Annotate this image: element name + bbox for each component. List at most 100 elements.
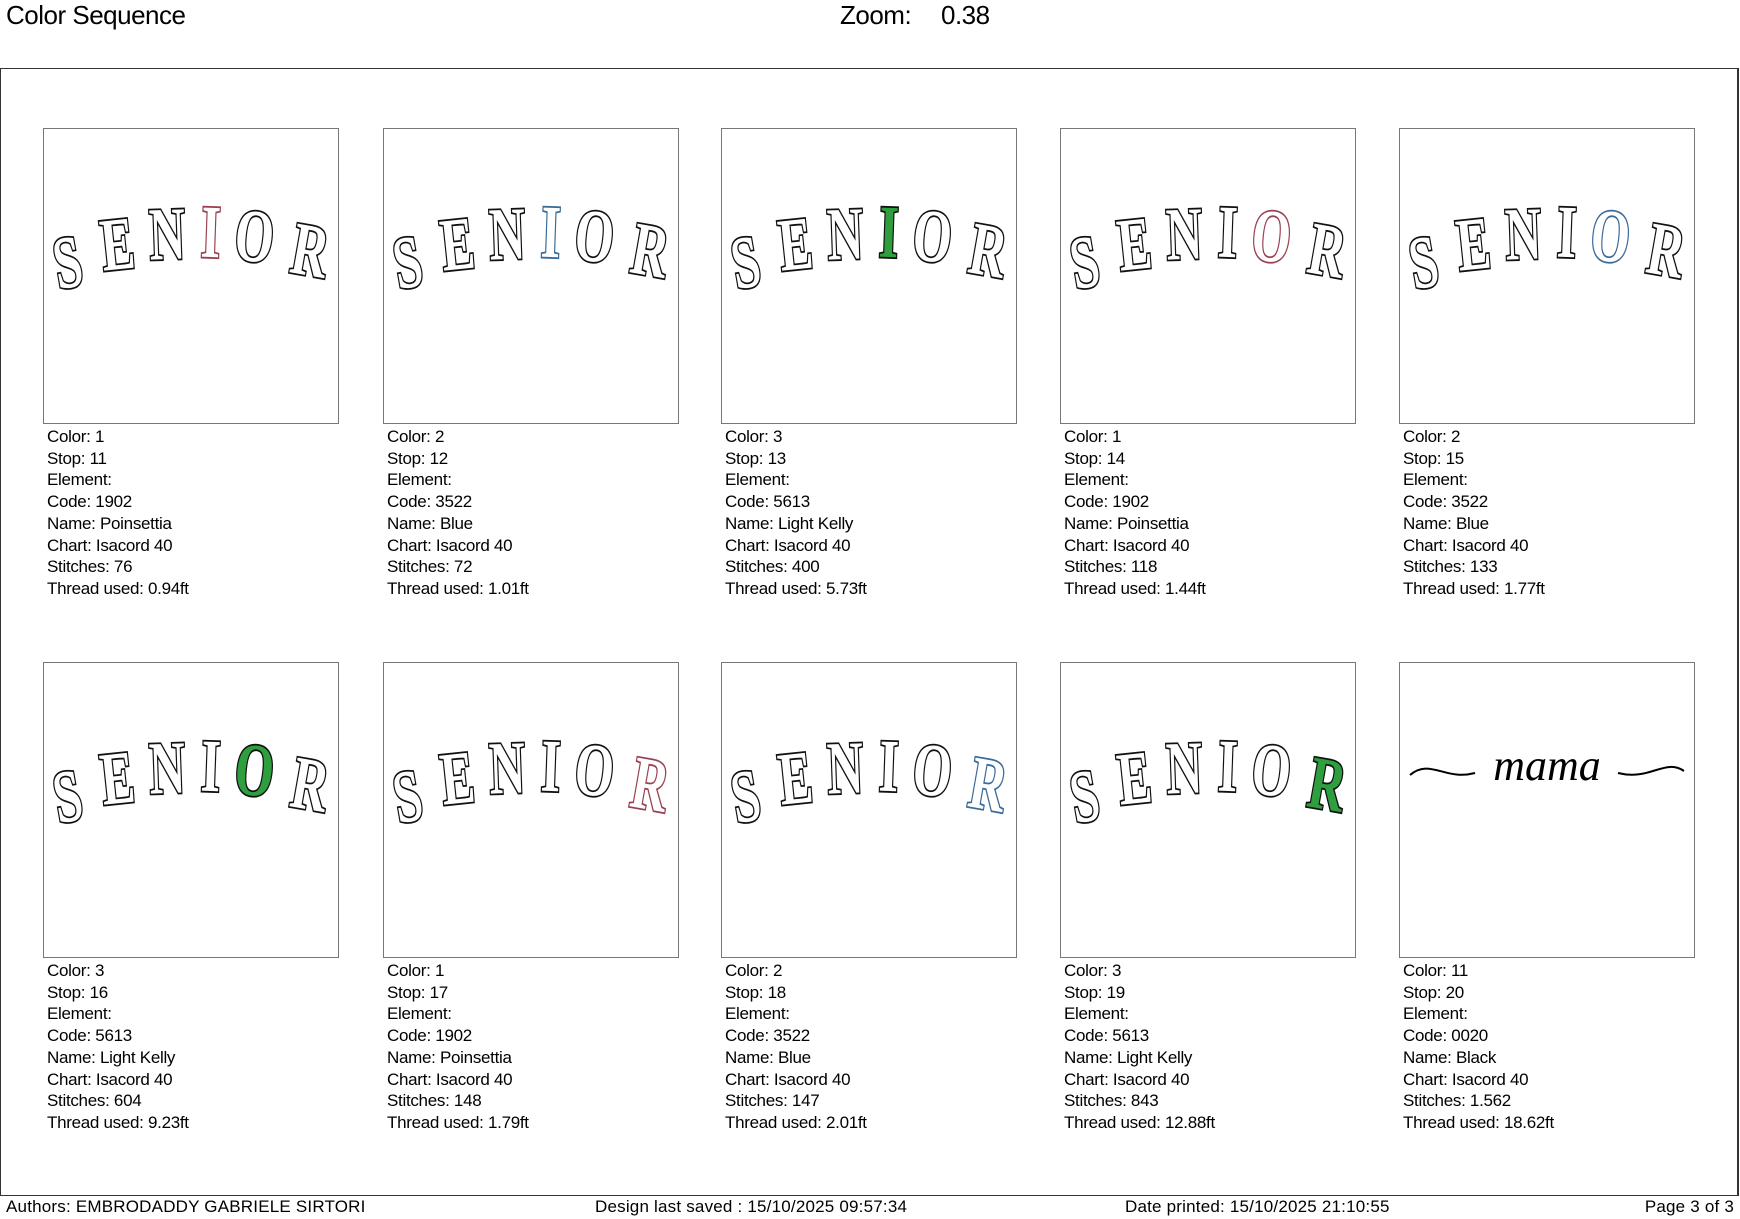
stop-preview: mama xyxy=(1399,662,1695,958)
info-thread: Thread used: 5.73ft xyxy=(725,578,867,598)
info-color: Color: 2 xyxy=(387,427,445,446)
design-letter: E xyxy=(774,735,816,822)
info-stitches: Stitches: 72 xyxy=(387,557,473,577)
info-code: Code: 5613 xyxy=(47,1026,132,1046)
info-chart: Chart: Isacord 40 xyxy=(1403,1069,1529,1089)
info-thread: Thread used: 9.23ft xyxy=(47,1112,189,1132)
info-element: Element: xyxy=(387,1004,452,1024)
design-letter: O xyxy=(909,192,956,279)
page-title: Color Sequence xyxy=(6,0,186,30)
info-stop: Stop: 13 xyxy=(725,448,786,468)
info-color: Color: 1 xyxy=(47,427,105,446)
info-stop: Stop: 12 xyxy=(387,448,448,468)
info-name: Name: Poinsettia xyxy=(47,513,172,533)
design-letter: I xyxy=(540,724,562,808)
info-stop: Stop: 14 xyxy=(1064,448,1125,468)
color-stop-card: S E N I O R Color: 1 Stop: 17 Element: Code: 1902… xyxy=(383,662,679,1134)
design-letter: E xyxy=(96,735,138,822)
info-code: Code: 0020 xyxy=(1403,1026,1488,1046)
design-letter: O xyxy=(571,726,618,813)
info-name: Name: Light Kelly xyxy=(1064,1047,1193,1067)
info-name: Name: Poinsettia xyxy=(1064,513,1189,533)
footer-page: Page 3 of 3 xyxy=(1644,1197,1734,1216)
info-element: Element: xyxy=(47,470,112,490)
info-chart: Chart: Isacord 40 xyxy=(387,535,513,555)
design-letter: E xyxy=(774,201,816,288)
design-letter: R xyxy=(625,740,676,829)
info-chart: Chart: Isacord 40 xyxy=(1403,535,1529,555)
design-letter: N xyxy=(148,191,187,276)
design-letter: R xyxy=(625,206,676,295)
design-letter: E xyxy=(436,735,478,822)
design-letter: O xyxy=(1587,192,1634,279)
design-letter: I xyxy=(1217,724,1239,808)
info-chart: Chart: Isacord 40 xyxy=(47,535,173,555)
info-element: Element: xyxy=(1403,470,1468,490)
design-letter: I xyxy=(200,724,222,808)
footer-authors: Authors: EMBRODADDY GABRIELE SIRTORI xyxy=(6,1197,366,1216)
info-element: Element: xyxy=(1064,1004,1129,1024)
info-thread: Thread used: 12.88ft xyxy=(1064,1112,1215,1132)
color-stop-card: S E N I O R Color: 3 Stop: 13 Element: Code: 5613… xyxy=(721,128,1017,600)
info-thread: Thread used: 1.77ft xyxy=(1403,578,1545,598)
info-code: Code: 5613 xyxy=(725,492,810,512)
swash-right xyxy=(1617,765,1685,776)
design-letter: R xyxy=(285,740,336,829)
design-letter: R xyxy=(1641,206,1692,295)
info-code: Code: 1902 xyxy=(387,1026,472,1046)
design-letter: R xyxy=(285,206,336,295)
stop-info: Color: 1 Stop: 11 Element: Code: 1902 Name: … xyxy=(43,426,339,600)
info-element: Element: xyxy=(387,470,452,490)
info-stitches: Stitches: 843 xyxy=(1064,1091,1159,1111)
design-letter: R xyxy=(963,206,1014,295)
design-letter: O xyxy=(909,726,956,813)
color-stop-card: S E N I O R Color: 3 Stop: 16 Element: Code: 5613… xyxy=(43,662,339,1134)
info-stop: Stop: 11 xyxy=(47,448,107,468)
info-thread: Thread used: 18.62ft xyxy=(1403,1112,1554,1132)
info-code: Code: 1902 xyxy=(47,492,132,512)
color-stop-card: S E N I O R Color: 2 Stop: 12 Element: Code: 3522… xyxy=(383,128,679,600)
design-letter: N xyxy=(488,725,527,810)
info-code: Code: 1902 xyxy=(1064,492,1149,512)
design-letter: E xyxy=(96,201,138,288)
info-color: Color: 2 xyxy=(725,961,783,980)
info-code: Code: 3522 xyxy=(725,1026,810,1046)
info-stop: Stop: 17 xyxy=(387,982,448,1002)
info-element: Element: xyxy=(725,470,790,490)
stop-info: Color: 3 Stop: 19 Element: Code: 5613 Name: … xyxy=(1060,960,1356,1134)
info-color: Color: 3 xyxy=(725,427,783,446)
design-letter: R xyxy=(1302,740,1353,829)
info-name: Name: Black xyxy=(1403,1047,1497,1067)
design-letter: N xyxy=(1165,191,1204,276)
design-letter: I xyxy=(878,724,900,808)
info-color: Color: 1 xyxy=(387,961,445,980)
script-design: mama xyxy=(1493,741,1601,790)
info-chart: Chart: Isacord 40 xyxy=(1064,535,1190,555)
design-letter: I xyxy=(878,190,900,274)
info-chart: Chart: Isacord 40 xyxy=(387,1069,513,1089)
design-letter: N xyxy=(488,191,527,276)
info-color: Color: 2 xyxy=(1403,427,1461,446)
info-stitches: Stitches: 148 xyxy=(387,1091,482,1111)
color-stop-card: S E N I O R Color: 1 Stop: 11 Element: Code: 1902… xyxy=(43,128,339,600)
design-letter: O xyxy=(1248,726,1295,813)
design-letter: I xyxy=(1556,190,1578,274)
info-thread: Thread used: 1.79ft xyxy=(387,1112,529,1132)
info-name: Name: Blue xyxy=(387,513,473,533)
stop-info: Color: 2 Stop: 18 Element: Code: 3522 Name: … xyxy=(721,960,1017,1134)
design-letter: O xyxy=(1248,192,1295,279)
info-chart: Chart: Isacord 40 xyxy=(725,535,851,555)
info-color: Color: 11 xyxy=(1403,961,1469,980)
design-letter: N xyxy=(1504,191,1543,276)
zoom-value: 0.38 xyxy=(941,0,990,30)
design-letter: S xyxy=(725,219,767,306)
design-letter: N xyxy=(826,725,865,810)
design-letter: E xyxy=(436,201,478,288)
info-chart: Chart: Isacord 40 xyxy=(47,1069,173,1089)
design-letter: S xyxy=(47,219,89,306)
